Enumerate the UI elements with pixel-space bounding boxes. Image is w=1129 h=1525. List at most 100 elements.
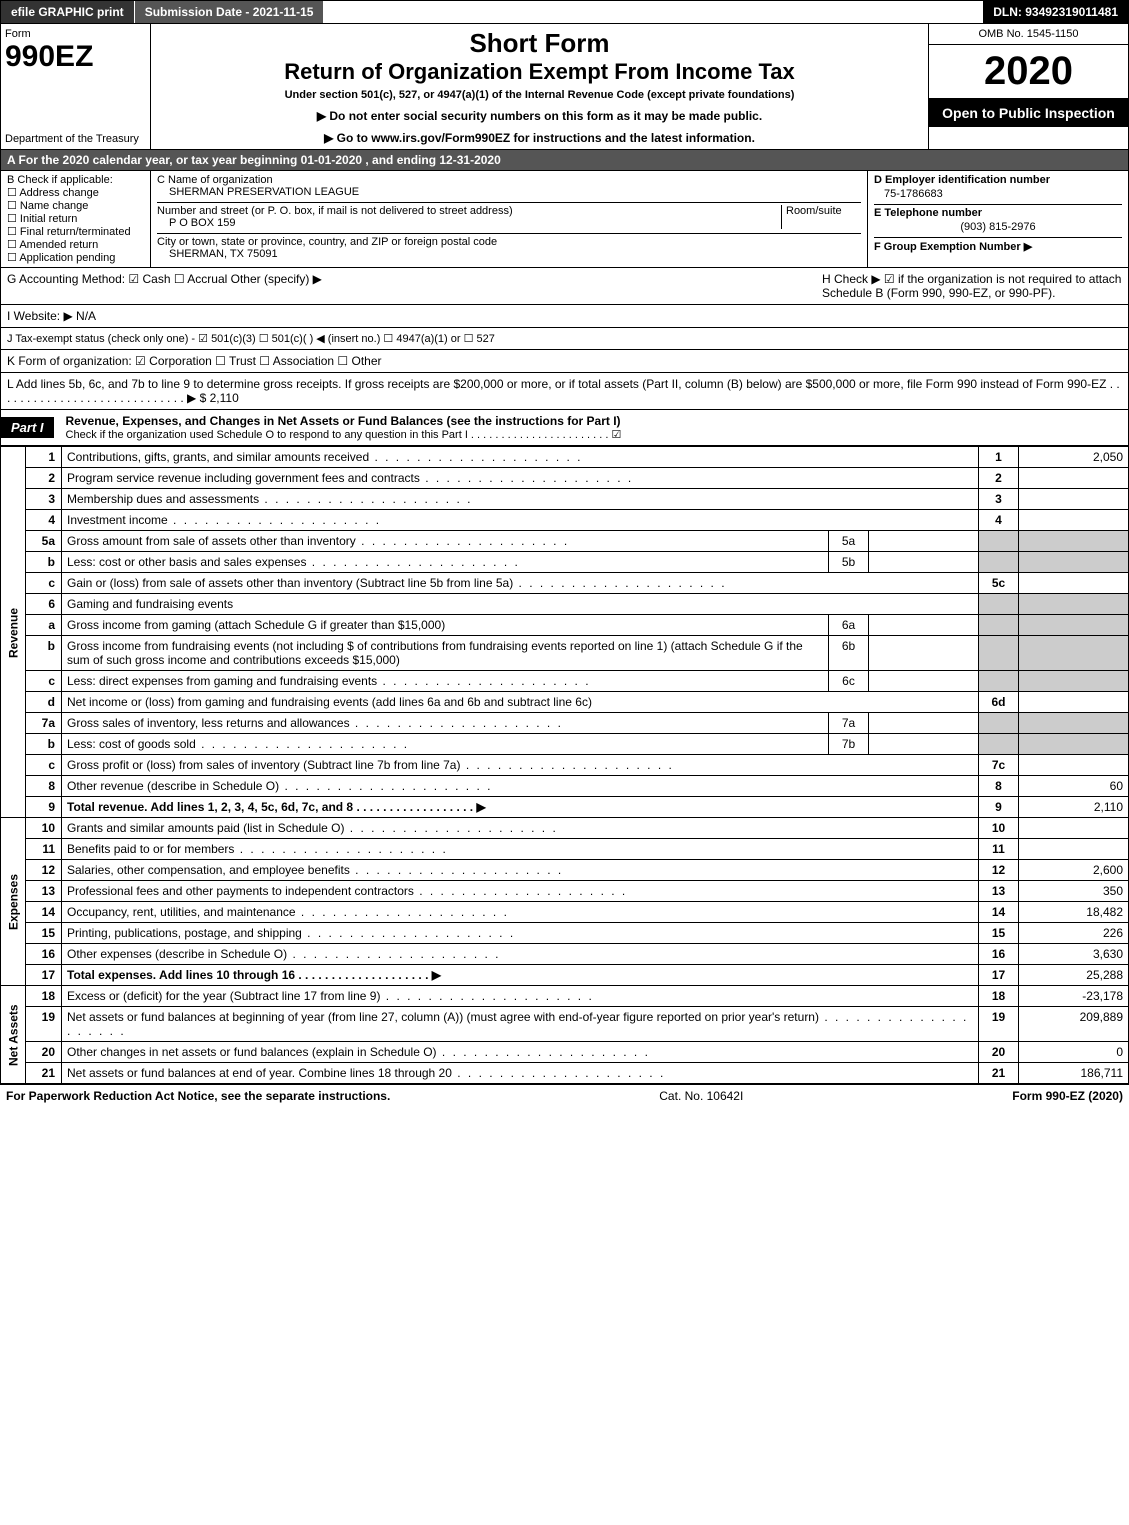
line-7c: c Gross profit or (loss) from sales of i… [1, 755, 1129, 776]
l17-num: 17 [26, 965, 62, 986]
e-phone-label: E Telephone number [874, 204, 1122, 219]
l12-num: 12 [26, 860, 62, 881]
l7a-mini: 7a [829, 713, 869, 734]
l5b-shade1 [979, 552, 1019, 573]
l7a-shade2 [1019, 713, 1129, 734]
line-7b: b Less: cost of goods sold 7b [1, 734, 1129, 755]
l14-box: 14 [979, 902, 1019, 923]
l5a-desc: Gross amount from sale of assets other t… [67, 534, 569, 548]
submission-date: Submission Date - 2021-11-15 [135, 1, 324, 23]
goto-link[interactable]: ▶ Go to www.irs.gov/Form990EZ for instru… [155, 131, 924, 145]
part-i-header: Part I Revenue, Expenses, and Changes in… [0, 410, 1129, 446]
l6b-shade2 [1019, 636, 1129, 671]
topbar-spacer [323, 1, 983, 23]
line-17: 17 Total expenses. Add lines 10 through … [1, 965, 1129, 986]
open-public: Open to Public Inspection [929, 99, 1128, 127]
chk-initial-return[interactable]: ☐ Initial return [7, 212, 144, 225]
l19-desc: Net assets or fund balances at beginning… [67, 1010, 968, 1038]
l18-num: 18 [26, 986, 62, 1007]
l1-box: 1 [979, 447, 1019, 468]
l20-box: 20 [979, 1042, 1019, 1063]
warn-ssn: ▶ Do not enter social security numbers o… [155, 109, 924, 123]
line-6b: b Gross income from fundraising events (… [1, 636, 1129, 671]
l13-amt: 350 [1019, 881, 1129, 902]
chk-amended-return[interactable]: ☐ Amended return [7, 238, 144, 251]
l7b-mini: 7b [829, 734, 869, 755]
l6c-num: c [26, 671, 62, 692]
line-5b: b Less: cost or other basis and sales ex… [1, 552, 1129, 573]
l12-amt: 2,600 [1019, 860, 1129, 881]
row-g-h: G Accounting Method: ☑ Cash ☐ Accrual Ot… [0, 268, 1129, 305]
g-accounting: G Accounting Method: ☑ Cash ☐ Accrual Ot… [7, 272, 822, 300]
l12-desc: Salaries, other compensation, and employ… [67, 863, 563, 877]
l6d-desc: Net income or (loss) from gaming and fun… [62, 692, 979, 713]
l6-shade1 [979, 594, 1019, 615]
h-schedule-b: H Check ▶ ☑ if the organization is not r… [822, 272, 1122, 300]
l5b-desc: Less: cost or other basis and sales expe… [67, 555, 520, 569]
l19-amt: 209,889 [1019, 1007, 1129, 1042]
tax-year: 2020 [929, 45, 1128, 99]
efile-print-button[interactable]: efile GRAPHIC print [1, 1, 135, 23]
l6b-mini: 6b [829, 636, 869, 671]
l9-num: 9 [26, 797, 62, 818]
col-b: B Check if applicable: ☐ Address change … [1, 171, 151, 267]
l20-amt: 0 [1019, 1042, 1129, 1063]
l7b-desc: Less: cost of goods sold [67, 737, 409, 751]
l6d-box: 6d [979, 692, 1019, 713]
l2-desc: Program service revenue including govern… [67, 471, 633, 485]
part-i-label: Part I [1, 417, 54, 438]
footer: For Paperwork Reduction Act Notice, see … [0, 1084, 1129, 1107]
l7b-miniamt [869, 734, 979, 755]
l16-desc: Other expenses (describe in Schedule O) [67, 947, 500, 961]
row-j-tax-exempt: J Tax-exempt status (check only one) - ☑… [0, 328, 1129, 350]
chk-final-return[interactable]: ☐ Final return/terminated [7, 225, 144, 238]
c-name-value: SHERMAN PRESERVATION LEAGUE [157, 186, 861, 198]
l5c-amt [1019, 573, 1129, 594]
l17-desc: Total expenses. Add lines 10 through 16 … [67, 968, 441, 982]
l10-desc: Grants and similar amounts paid (list in… [67, 821, 558, 835]
chk-address-change[interactable]: ☐ Address change [7, 186, 144, 199]
l6c-miniamt [869, 671, 979, 692]
line-6a: a Gross income from gaming (attach Sched… [1, 615, 1129, 636]
section-expenses: Expenses [1, 818, 26, 986]
chk-application-pending[interactable]: ☐ Application pending [7, 251, 144, 264]
l19-box: 19 [979, 1007, 1019, 1042]
row-i-website: I Website: ▶ N/A [0, 305, 1129, 328]
l13-desc: Professional fees and other payments to … [67, 884, 627, 898]
col-d-e-f: D Employer identification number 75-1786… [868, 171, 1128, 267]
l10-amt [1019, 818, 1129, 839]
form-number: 990EZ [5, 40, 146, 74]
line-12: 12 Salaries, other compensation, and emp… [1, 860, 1129, 881]
l14-desc: Occupancy, rent, utilities, and maintena… [67, 905, 509, 919]
l19-num: 19 [26, 1007, 62, 1042]
chk-name-change-label: Name change [20, 200, 89, 212]
l8-num: 8 [26, 776, 62, 797]
header-center: Short Form Return of Organization Exempt… [151, 24, 928, 149]
line-9: 9 Total revenue. Add lines 1, 2, 3, 4, 5… [1, 797, 1129, 818]
footer-right: Form 990-EZ (2020) [1012, 1089, 1123, 1103]
l7c-box: 7c [979, 755, 1019, 776]
l6-shade2 [1019, 594, 1129, 615]
dln-label: DLN: 93492319011481 [983, 1, 1128, 23]
l18-amt: -23,178 [1019, 986, 1129, 1007]
chk-name-change[interactable]: ☐ Name change [7, 199, 144, 212]
l3-desc: Membership dues and assessments [67, 492, 472, 506]
subtitle-under: Under section 501(c), 527, or 4947(a)(1)… [155, 89, 924, 101]
e-phone-value: (903) 815-2976 [874, 219, 1122, 237]
line-15: 15 Printing, publications, postage, and … [1, 923, 1129, 944]
l20-num: 20 [26, 1042, 62, 1063]
chk-initial-return-label: Initial return [20, 213, 77, 225]
l21-amt: 186,711 [1019, 1063, 1129, 1084]
f-group-exemption: F Group Exemption Number ▶ [874, 237, 1122, 253]
c-name-label: C Name of organization [157, 174, 861, 186]
l7b-num: b [26, 734, 62, 755]
d-ein-value: 75-1786683 [874, 186, 1122, 204]
l11-desc: Benefits paid to or for members [67, 842, 448, 856]
line-14: 14 Occupancy, rent, utilities, and maint… [1, 902, 1129, 923]
line-7a: 7a Gross sales of inventory, less return… [1, 713, 1129, 734]
l6c-shade2 [1019, 671, 1129, 692]
form-header: Form 990EZ Department of the Treasury Sh… [0, 24, 1129, 150]
l6d-num: d [26, 692, 62, 713]
row-a-period: A For the 2020 calendar year, or tax yea… [0, 150, 1129, 171]
l9-amt: 2,110 [1019, 797, 1129, 818]
